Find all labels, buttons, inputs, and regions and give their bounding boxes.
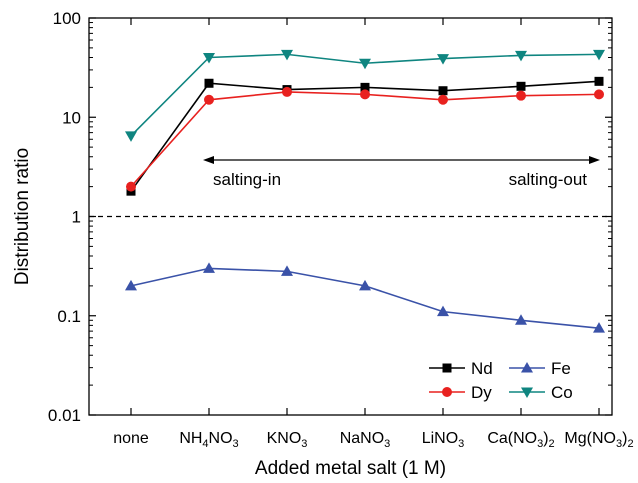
x-axis-label: Added metal salt (1 M) bbox=[255, 458, 446, 479]
data-point-nd bbox=[360, 82, 370, 92]
legend-marker bbox=[521, 387, 533, 398]
x-tick-label-none: none bbox=[113, 430, 149, 447]
salting-in-label: salting-in bbox=[213, 170, 281, 189]
x-tick-label-lino3: LiNO3 bbox=[422, 430, 465, 450]
y-axis-label: Distribution ratio bbox=[12, 148, 33, 285]
x-tick-label-ca-no3-2: Ca(NO3)2 bbox=[487, 430, 554, 450]
salting-out-label: salting-out bbox=[509, 170, 588, 189]
series-fe bbox=[125, 262, 605, 333]
data-point-fe bbox=[437, 305, 449, 317]
series-co bbox=[125, 49, 605, 142]
legend-item-nd: Nd bbox=[429, 359, 493, 378]
data-point-nd bbox=[204, 78, 214, 88]
legend-label: Nd bbox=[471, 359, 493, 378]
data-point-fe bbox=[593, 322, 605, 333]
data-point-dy bbox=[516, 90, 526, 101]
data-point-dy bbox=[126, 181, 136, 192]
data-point-fe bbox=[359, 279, 371, 291]
arrow-head-right bbox=[589, 156, 600, 164]
data-point-fe bbox=[125, 279, 137, 291]
data-point-nd bbox=[438, 86, 448, 96]
data-point-co bbox=[437, 54, 449, 65]
arrow-head-left bbox=[203, 156, 214, 164]
data-point-co bbox=[203, 52, 215, 64]
data-point-nd bbox=[516, 81, 526, 91]
data-point-co bbox=[515, 50, 527, 62]
x-tick-label-nh4no3: NH4NO3 bbox=[179, 430, 238, 450]
y-tick-label: 10 bbox=[62, 108, 81, 127]
legend-item-dy: Dy bbox=[429, 383, 492, 402]
series-line-fe bbox=[130, 267, 600, 329]
series-dy bbox=[126, 86, 604, 192]
legend-item-co: Co bbox=[509, 383, 573, 402]
data-point-fe bbox=[203, 262, 215, 273]
data-point-co bbox=[125, 131, 137, 142]
legend-marker bbox=[442, 387, 452, 397]
legend-marker bbox=[442, 363, 452, 373]
data-point-dy bbox=[594, 89, 604, 100]
y-tick-label: 1 bbox=[72, 208, 81, 227]
data-point-dy bbox=[282, 86, 292, 97]
x-tick-label-nano3: NaNO3 bbox=[340, 430, 391, 450]
data-point-nd bbox=[594, 76, 604, 86]
legend-marker bbox=[521, 362, 533, 373]
legend-label: Dy bbox=[471, 383, 492, 402]
data-point-fe bbox=[515, 314, 527, 325]
x-tick-label-mg-no3-2: Mg(NO3)2 bbox=[564, 430, 633, 450]
data-point-co bbox=[359, 58, 371, 70]
data-point-dy bbox=[360, 89, 370, 100]
legend-item-fe: Fe bbox=[509, 359, 571, 378]
y-tick-label: 100 bbox=[53, 9, 81, 28]
legend-label: Fe bbox=[551, 359, 571, 378]
x-tick-label-kno3: KNO3 bbox=[267, 430, 308, 450]
y-tick-label: 0.01 bbox=[48, 406, 81, 425]
legend-label: Co bbox=[551, 383, 573, 402]
data-point-dy bbox=[438, 94, 448, 105]
data-point-dy bbox=[204, 94, 214, 105]
data-point-co bbox=[281, 49, 293, 61]
data-point-fe bbox=[281, 265, 293, 276]
y-tick-label: 0.1 bbox=[57, 307, 81, 326]
data-point-co bbox=[593, 49, 605, 61]
